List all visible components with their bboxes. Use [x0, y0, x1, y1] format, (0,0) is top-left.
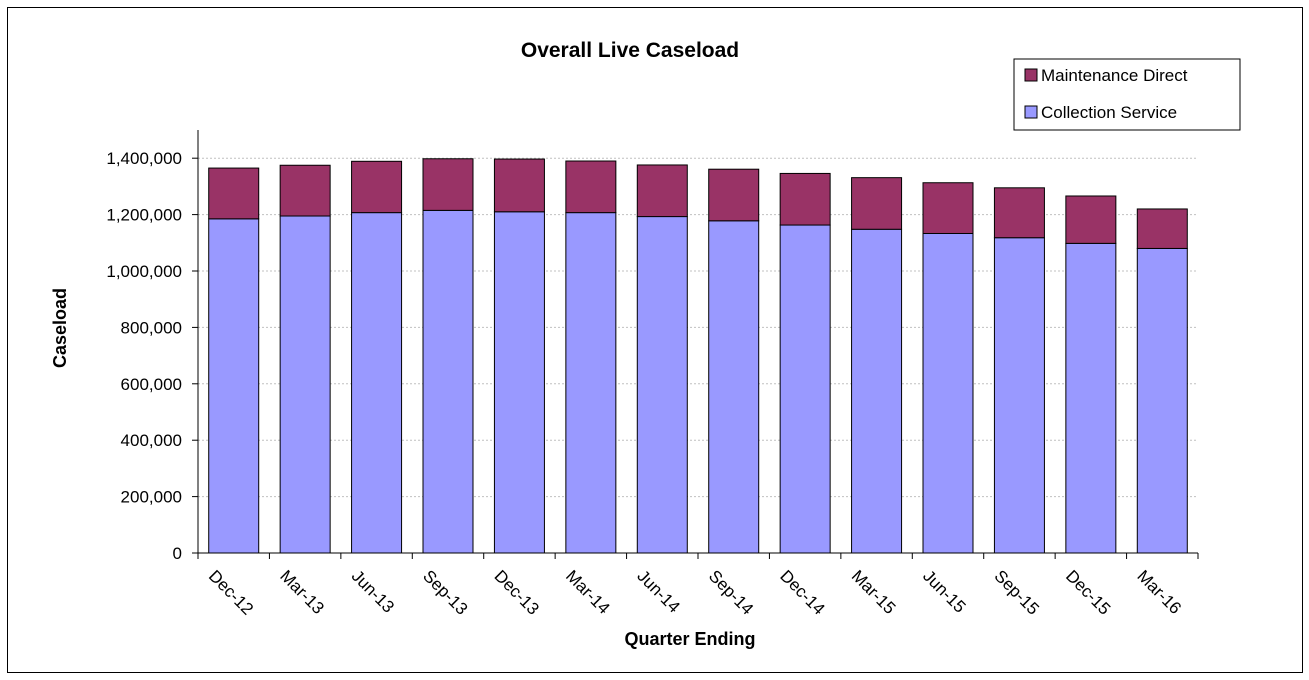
legend-swatch-maintenance-direct — [1024, 68, 1038, 82]
bar-maintenance-direct — [779, 172, 831, 226]
legend-swatch-collection-service — [1024, 105, 1038, 119]
x-tick-labels: Dec-12 Mar-13 Jun-13 Sep-13 Dec-13 Mar-14 Jun-… — [205, 566, 1185, 618]
axes — [192, 130, 1199, 559]
bar-collection-service — [708, 220, 760, 554]
bars — [208, 158, 1188, 554]
x-tick-label: Mar-13 — [276, 566, 328, 618]
x-tick-label: Jun-13 — [348, 566, 398, 616]
x-tick-label: Mar-16 — [1133, 566, 1185, 618]
y-tick-labels: 0 200,000 400,000 600,000 800,000 1,000,000 1,… — [106, 149, 182, 563]
x-tick-label: Jun-15 — [919, 566, 969, 616]
y-tick-label: 1,000,000 — [106, 262, 182, 281]
bar-collection-service — [279, 215, 331, 554]
y-axis-title: Caseload — [50, 288, 70, 368]
legend: Maintenance Direct Collection Service — [1013, 58, 1241, 131]
bar-maintenance-direct — [493, 158, 545, 213]
x-tick-label: Dec-15 — [1062, 566, 1114, 618]
bar-collection-service — [351, 212, 403, 554]
bar-maintenance-direct — [708, 168, 760, 222]
bar-collection-service — [208, 218, 260, 554]
chart-title: Overall Live Caseload — [521, 39, 739, 62]
gridlines — [198, 157, 1198, 498]
bar-maintenance-direct — [993, 187, 1045, 239]
bar-maintenance-direct — [422, 158, 474, 211]
x-tick-label: Dec-14 — [776, 566, 828, 618]
bar-collection-service — [422, 209, 474, 554]
bar-maintenance-direct — [922, 182, 974, 234]
bar-maintenance-direct — [1065, 195, 1117, 244]
bar-collection-service — [493, 211, 545, 554]
y-tick-label: 1,400,000 — [106, 149, 182, 168]
bar-collection-service — [993, 237, 1045, 554]
x-tick-label: Sep-15 — [991, 566, 1043, 618]
bar-collection-service — [779, 224, 831, 554]
bar-collection-service — [636, 216, 688, 554]
bar-collection-service — [1065, 242, 1117, 554]
bar-maintenance-direct — [279, 164, 331, 217]
bar-maintenance-direct — [351, 160, 403, 214]
y-tick-label: 600,000 — [121, 375, 182, 394]
bar-collection-service — [565, 212, 617, 554]
legend-label-collection-service: Collection Service — [1041, 103, 1177, 122]
bar-maintenance-direct — [636, 164, 688, 218]
bar-collection-service — [851, 228, 903, 554]
x-tick-label: Mar-14 — [562, 566, 614, 618]
bar-maintenance-direct — [565, 160, 617, 214]
y-tick-label: 800,000 — [121, 318, 182, 337]
x-tick-label: Sep-14 — [705, 566, 757, 618]
y-tick-label: 400,000 — [121, 431, 182, 450]
legend-box — [1013, 58, 1241, 131]
bar-collection-service — [1136, 247, 1188, 554]
x-tick-label: Dec-12 — [205, 566, 257, 618]
x-tick-label: Jun-14 — [633, 566, 683, 616]
legend-label-maintenance-direct: Maintenance Direct — [1041, 66, 1188, 85]
y-tick-label: 200,000 — [121, 488, 182, 507]
bar-maintenance-direct — [1136, 208, 1188, 249]
x-axis-title: Quarter Ending — [624, 629, 755, 649]
bar-maintenance-direct — [851, 177, 903, 230]
x-tick-label: Dec-13 — [491, 566, 543, 618]
bar-maintenance-direct — [208, 167, 260, 220]
y-tick-label: 1,200,000 — [106, 206, 182, 225]
x-tick-label: Mar-15 — [848, 566, 900, 618]
bar-collection-service — [922, 232, 974, 554]
x-tick-label: Sep-13 — [419, 566, 471, 618]
y-tick-label: 0 — [173, 544, 182, 563]
